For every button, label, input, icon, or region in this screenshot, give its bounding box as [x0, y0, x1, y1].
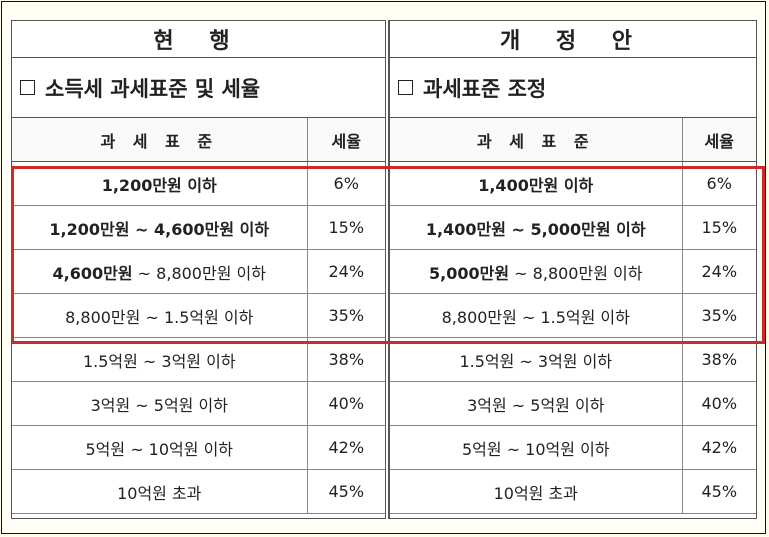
tax-base-text: 8,800만원 ~ 1.5억원 이하 [65, 307, 254, 327]
tax-base-cell: 10억원 초과 [12, 469, 307, 514]
current-subtitle-text: 소득세 과세표준 및 세율 [45, 75, 261, 101]
tax-base-cell: 5억원 ~ 10억원 이하 [12, 425, 307, 470]
table-row: 8,800만원 ~ 1.5억원 이하 35% [390, 293, 756, 338]
table-row: 1,200만원 ~ 4,600만원 이하 15% [12, 205, 385, 250]
table-header-row: 과 세 표 준 세율 [12, 118, 385, 162]
tax-base-cell: 1.5억원 ~ 3억원 이하 [12, 337, 307, 382]
tax-base-cell: 1,400만원 ~ 5,000만원 이하 [390, 205, 682, 250]
tax-rate-cell: 42% [681, 425, 756, 470]
tax-rate-cell: 40% [306, 381, 385, 426]
tax-base-cell: 10억원 초과 [390, 469, 682, 514]
proposed-column: 개 정 안 과세표준 조정 과 세 표 준 세율 1,400만원 이하 6% 1,4… [388, 20, 757, 519]
tax-base-cell: 5억원 ~ 10억원 이하 [390, 425, 682, 470]
tax-base-bold-text: 1,400만원 ~ 5,000만원 이하 [425, 219, 646, 239]
tax-base-text: 5억원 ~ 10억원 이하 [85, 439, 234, 459]
proposed-subtitle-text: 과세표준 조정 [423, 75, 547, 101]
tax-rate-cell: 15% [306, 205, 385, 250]
table-header-row: 과 세 표 준 세율 [390, 118, 756, 162]
tax-rate-cell: 45% [306, 469, 385, 514]
tax-base-text: 3억원 ~ 5억원 이하 [467, 395, 605, 415]
table-row: 3억원 ~ 5억원 이하 40% [12, 381, 385, 426]
table-row: 1.5억원 ~ 3억원 이하 38% [12, 337, 385, 382]
tax-rate-cell: 24% [306, 249, 385, 294]
tax-base-cell: 8,800만원 ~ 1.5억원 이하 [390, 293, 682, 338]
tax-base-text: 8,800만원 ~ 1.5억원 이하 [441, 307, 630, 327]
tax-base-bold-text: 1,400만원 이하 [478, 175, 594, 195]
tax-rate-cell: 6% [306, 161, 385, 206]
tax-base-cell: 8,800만원 ~ 1.5억원 이하 [12, 293, 307, 338]
tax-base-bold-text: 4,600만원 [52, 263, 133, 283]
tax-base-cell: 1,200만원 이하 [12, 161, 307, 206]
header-tax-base: 과 세 표 준 [390, 118, 682, 162]
tax-base-text: 10억원 초과 [493, 483, 578, 503]
proposed-tax-table: 과 세 표 준 세율 1,400만원 이하 6% 1,400만원 ~ 5,000만원… [390, 118, 756, 514]
table-row: 10억원 초과 45% [12, 469, 385, 514]
table-row: 1,200만원 이하 6% [12, 161, 385, 206]
table-row: 4,600만원 ~ 8,800만원 이하 24% [12, 249, 385, 294]
table-row: 5억원 ~ 10억원 이하 42% [390, 425, 756, 470]
table-row: 1,400만원 이하 6% [390, 161, 756, 206]
tax-base-cell: 1,400만원 이하 [390, 161, 682, 206]
table-row: 3억원 ~ 5억원 이하 40% [390, 381, 756, 426]
tax-base-text: 1.5억원 ~ 3억원 이하 [82, 351, 236, 371]
tax-base-bold-text: 5,000만원 [429, 263, 510, 283]
table-row: 1,400만원 ~ 5,000만원 이하 15% [390, 205, 756, 250]
table-row: 10억원 초과 45% [390, 469, 756, 514]
tax-base-bold-text: 1,200만원 ~ 4,600만원 이하 [49, 219, 270, 239]
tax-base-bold-text: 1,200만원 이하 [101, 175, 217, 195]
table-row: 8,800만원 ~ 1.5억원 이하 35% [12, 293, 385, 338]
tax-base-text: 1.5억원 ~ 3억원 이하 [459, 351, 613, 371]
current-subtitle: 소득세 과세표준 및 세율 [12, 58, 385, 118]
tax-base-text: 3억원 ~ 5억원 이하 [90, 395, 228, 415]
tax-rate-cell: 6% [681, 161, 756, 206]
proposed-subtitle: 과세표준 조정 [390, 58, 756, 118]
tax-rate-cell: 38% [306, 337, 385, 382]
tax-rate-cell: 35% [681, 293, 756, 338]
current-tax-table: 과 세 표 준 세율 1,200만원 이하 6% 1,200만원 ~ 4,600만원… [12, 118, 385, 514]
tax-rate-cell: 40% [681, 381, 756, 426]
table-row: 1.5억원 ~ 3억원 이하 38% [390, 337, 756, 382]
current-title: 현 행 [12, 21, 385, 58]
tax-base-text: ~ 8,800만원 이하 [509, 263, 643, 283]
header-tax-base: 과 세 표 준 [12, 118, 307, 162]
tax-base-text: ~ 8,800만원 이하 [132, 263, 266, 283]
tax-rate-cell: 38% [681, 337, 756, 382]
tax-base-cell: 5,000만원 ~ 8,800만원 이하 [390, 249, 682, 294]
checkbox-square-icon [398, 80, 413, 95]
tax-base-text: 10억원 초과 [117, 483, 202, 503]
tax-base-cell: 4,600만원 ~ 8,800만원 이하 [12, 249, 307, 294]
tax-base-cell: 1,200만원 ~ 4,600만원 이하 [12, 205, 307, 250]
tax-rate-cell: 35% [306, 293, 385, 338]
tax-rate-cell: 24% [681, 249, 756, 294]
table-row: 5억원 ~ 10억원 이하 42% [12, 425, 385, 470]
header-tax-rate: 세율 [681, 118, 756, 162]
table-row: 5,000만원 ~ 8,800만원 이하 24% [390, 249, 756, 294]
header-tax-rate: 세율 [306, 118, 385, 162]
tax-base-cell: 3억원 ~ 5억원 이하 [390, 381, 682, 426]
tax-rate-cell: 15% [681, 205, 756, 250]
tax-rate-cell: 45% [681, 469, 756, 514]
tax-base-text: 5억원 ~ 10억원 이하 [461, 439, 610, 459]
proposed-title: 개 정 안 [390, 21, 756, 58]
tax-base-cell: 1.5억원 ~ 3억원 이하 [390, 337, 682, 382]
tax-base-cell: 3억원 ~ 5억원 이하 [12, 381, 307, 426]
current-column: 현 행 소득세 과세표준 및 세율 과 세 표 준 세율 1,200만원 이하 6… [11, 20, 386, 519]
tax-rate-cell: 42% [306, 425, 385, 470]
checkbox-square-icon [20, 80, 35, 95]
